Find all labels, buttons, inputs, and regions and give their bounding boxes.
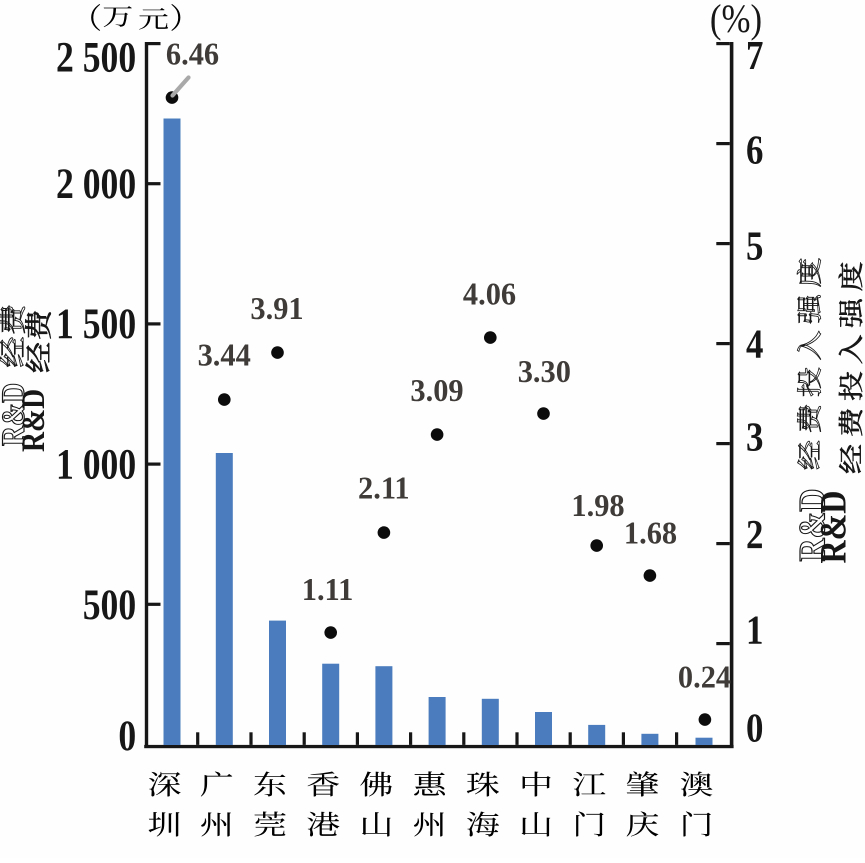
svg-text:1.98: 1.98 (571, 487, 624, 523)
svg-text:2: 2 (746, 512, 763, 557)
svg-text:2.11: 2.11 (358, 470, 410, 506)
svg-text:2 500: 2 500 (56, 33, 136, 81)
svg-text:500: 500 (83, 581, 136, 629)
svg-text:R&D: R&D (813, 491, 854, 564)
svg-text:4.06: 4.06 (463, 276, 516, 312)
svg-text:2 000: 2 000 (56, 160, 136, 208)
svg-text:0.24: 0.24 (678, 659, 732, 695)
svg-text:1 500: 1 500 (56, 300, 136, 348)
svg-text:1.11: 1.11 (302, 571, 354, 607)
svg-text:3.30: 3.30 (518, 353, 571, 389)
svg-text:3: 3 (746, 415, 763, 460)
svg-text:R&D: R&D (15, 389, 52, 452)
svg-text:4: 4 (746, 322, 763, 367)
svg-text:R&D: R&D (792, 489, 833, 562)
svg-text:5: 5 (746, 224, 763, 269)
svg-text:3.44: 3.44 (198, 337, 252, 373)
svg-text:3.91: 3.91 (250, 290, 303, 326)
svg-text:1.68: 1.68 (624, 515, 677, 551)
svg-text:0: 0 (118, 712, 136, 760)
svg-text:3.09: 3.09 (410, 372, 463, 408)
svg-text:(%): (%) (710, 0, 762, 42)
svg-text:7: 7 (746, 33, 763, 78)
svg-text:1 000: 1 000 (56, 440, 136, 488)
svg-text:6.46: 6.46 (166, 36, 219, 72)
svg-text:1: 1 (746, 608, 763, 653)
svg-text:R&D: R&D (0, 383, 32, 446)
svg-text:0: 0 (746, 706, 763, 751)
svg-text:6: 6 (746, 128, 763, 173)
